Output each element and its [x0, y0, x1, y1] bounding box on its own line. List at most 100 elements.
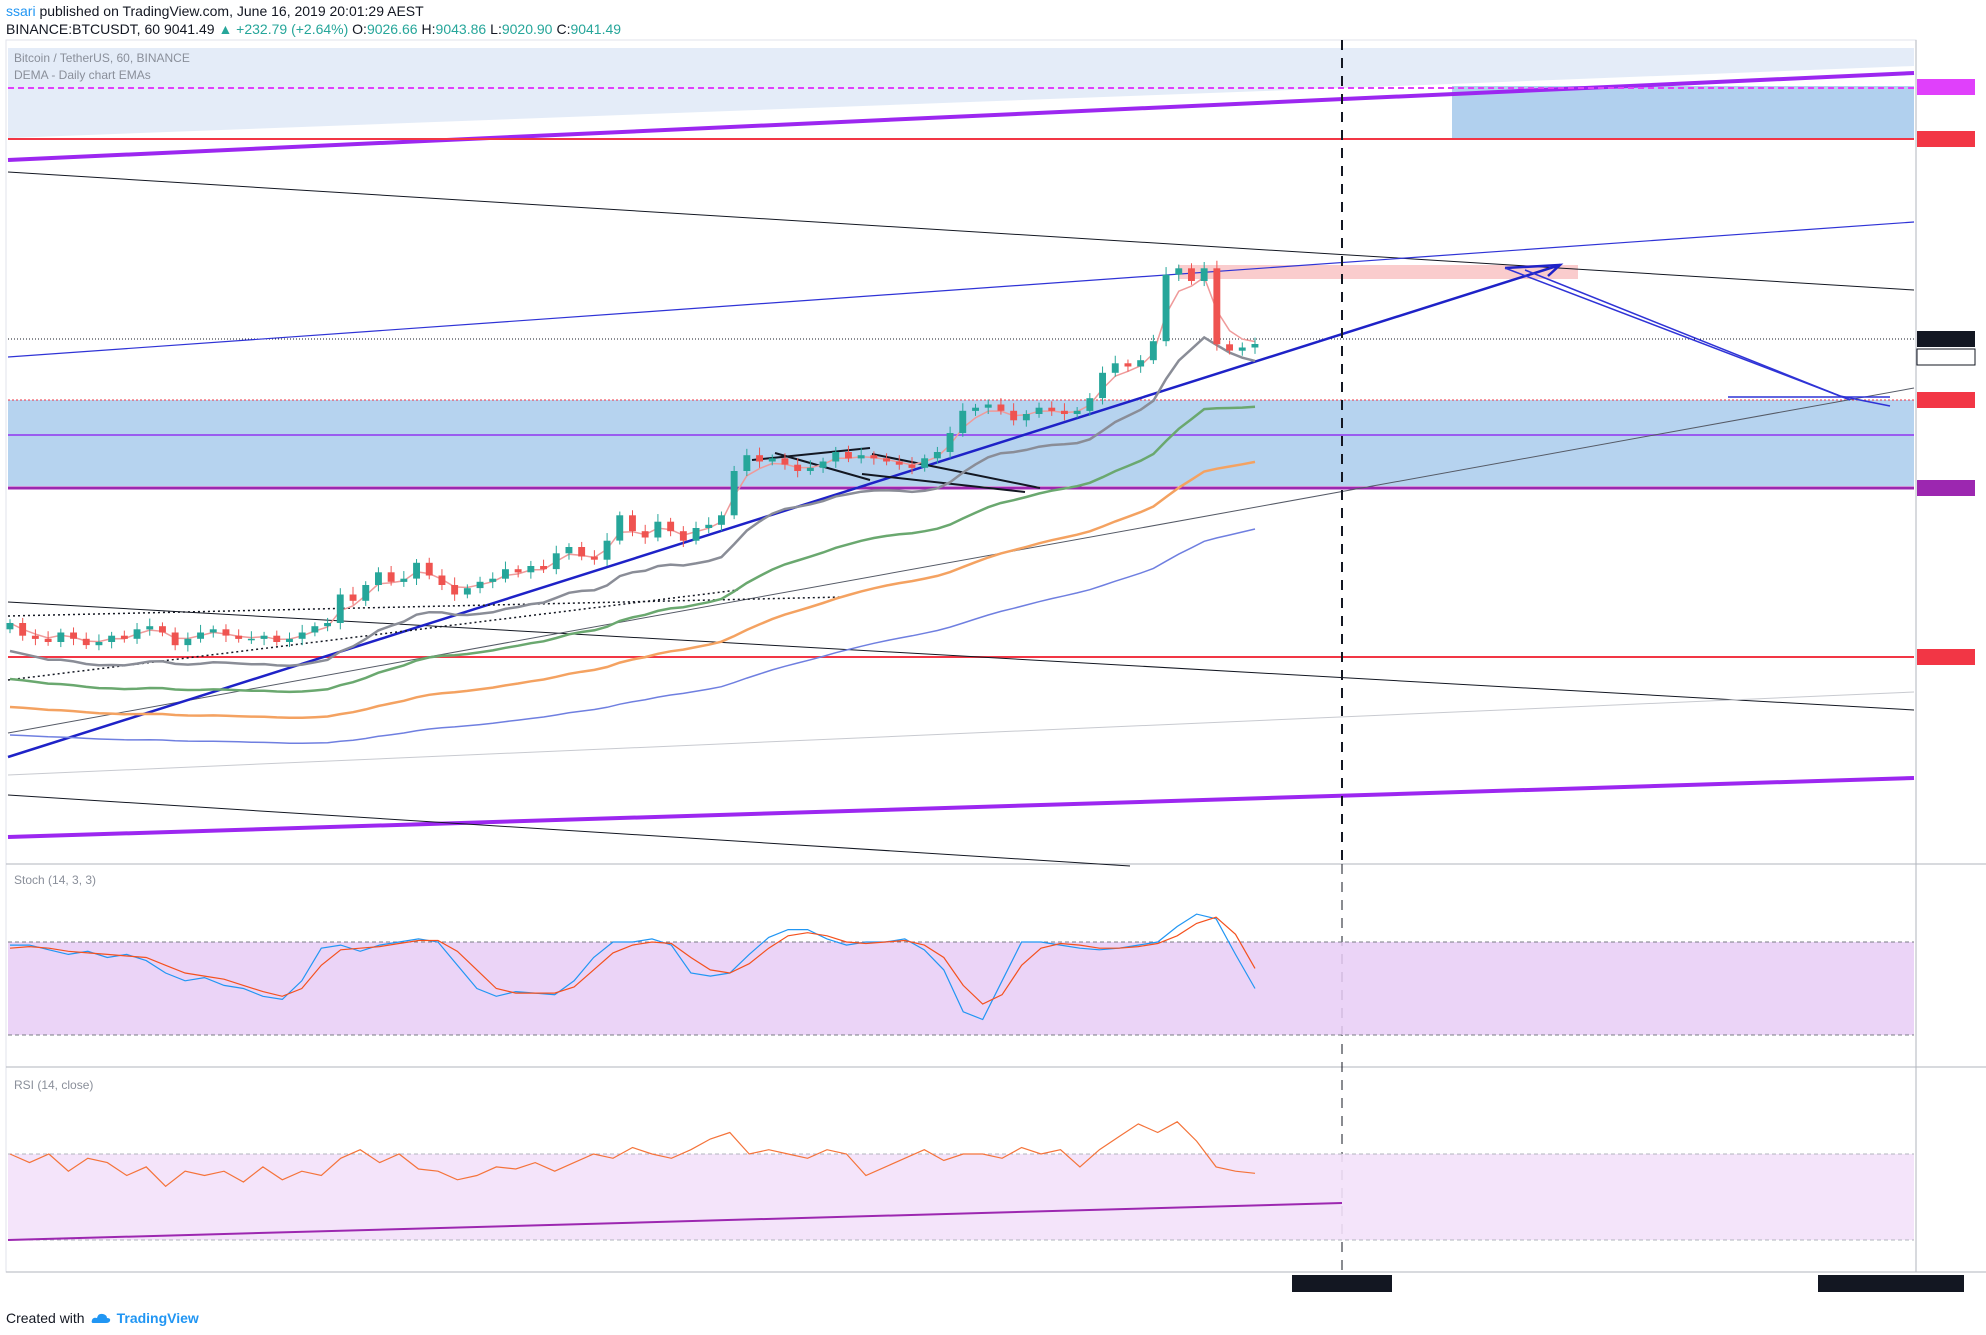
created-with-label: Created with	[6, 1310, 85, 1326]
candle-body	[57, 632, 65, 642]
candle-body	[527, 566, 535, 573]
stoch-lines	[9, 913, 1256, 1021]
price-tag	[1917, 331, 1975, 347]
price-tag-bg	[1917, 79, 1975, 95]
symbol-info-line: BINANCE:BTCUSDT, 60 9041.49 ▲ +232.79 (+…	[6, 21, 625, 37]
candle-body	[1213, 268, 1221, 345]
candle-body	[883, 458, 890, 462]
time-axis-highlights	[1292, 1275, 1964, 1292]
candle-body	[298, 632, 306, 639]
ema-lines	[9, 276, 1256, 744]
candle-body	[95, 642, 103, 646]
stoch-k-line	[10, 913, 1256, 1021]
price-tag	[1917, 480, 1975, 496]
rising-trend-line	[7, 387, 1915, 734]
ema-30-line	[9, 460, 1256, 719]
pennant-bottom-1	[751, 447, 871, 461]
long-downtrend-line	[7, 171, 1915, 291]
candle-body	[1073, 410, 1081, 414]
candle-body	[997, 404, 1005, 411]
candle-body	[756, 455, 763, 462]
price-change: ▲ +232.79 (+2.64%)	[218, 21, 349, 37]
high-value: 9043.86	[435, 21, 487, 37]
dotted-triangle-top	[7, 596, 844, 617]
candle-body	[895, 461, 903, 465]
candle-body	[476, 581, 484, 589]
rsi-legend: RSI (14, close)	[14, 1078, 93, 1092]
candle-body	[502, 569, 509, 579]
projection-path-down-2	[1524, 269, 1851, 401]
candle-body	[565, 547, 573, 554]
candle-body	[6, 623, 14, 630]
candle-body	[273, 635, 281, 642]
price-tags	[1916, 79, 1976, 665]
candle-body	[336, 594, 344, 623]
main-legend-indicator: DEMA - Daily chart EMAs	[14, 68, 151, 82]
candle-body	[1137, 360, 1145, 367]
open-label: O:	[352, 21, 367, 37]
price-tag-bg	[1917, 131, 1975, 147]
candle-body	[1124, 363, 1132, 367]
candle-body	[1061, 410, 1068, 414]
projection-path-down	[1504, 267, 1891, 407]
price-tag-bg	[1917, 649, 1975, 665]
pennant-top-2	[871, 453, 1041, 489]
candle-body	[908, 464, 916, 468]
resistance-box	[1452, 86, 1914, 140]
candle-body	[1035, 407, 1043, 414]
candle-body	[184, 638, 192, 646]
candle-body	[425, 562, 433, 576]
candle-body	[540, 566, 547, 570]
candle-body	[400, 578, 408, 582]
candle-body	[616, 515, 624, 541]
low-value: 9020.90	[501, 21, 553, 37]
candle-body	[260, 635, 268, 639]
candle-body	[603, 540, 611, 560]
candle-body	[1226, 344, 1233, 351]
open-value: 9026.66	[366, 21, 418, 37]
time-highlight-bg	[1292, 1275, 1392, 1292]
candle-body	[1188, 268, 1195, 281]
price-tag-bg	[1917, 331, 1975, 347]
publisher-username[interactable]: ssari	[6, 3, 36, 19]
projection-arrow-head	[1504, 263, 1564, 277]
candle-body	[463, 588, 471, 595]
close-label: C:	[556, 21, 571, 37]
candle-body	[629, 515, 636, 532]
main-pane-drawings	[7, 40, 1915, 1272]
candle-body	[31, 635, 39, 639]
publish-text: published on TradingView.com, June 16, 2…	[35, 3, 424, 19]
close-value: 9041.49	[570, 21, 622, 37]
candle-body	[44, 638, 52, 642]
candle-body	[845, 452, 852, 459]
candle-body	[933, 452, 941, 459]
candle-body	[705, 524, 713, 528]
candle-body	[349, 594, 357, 601]
candle-body	[222, 629, 230, 636]
candle-body	[1175, 268, 1183, 275]
ema-8-line	[9, 335, 1256, 667]
candle-body	[286, 638, 293, 642]
candle-body	[984, 404, 992, 408]
candle-body	[146, 626, 154, 630]
candle-body	[413, 562, 420, 579]
candle-body	[959, 410, 967, 433]
upper-blue-trend-line	[7, 221, 1915, 358]
price-tag	[1917, 649, 1975, 665]
candle-body	[197, 632, 204, 639]
candle-body	[921, 458, 929, 468]
price-tag	[1917, 392, 1975, 408]
rsi-line	[9, 1121, 1256, 1188]
candlestick-series	[6, 260, 1259, 652]
tradingview-brand[interactable]: TradingView	[116, 1310, 199, 1326]
candle-body	[1086, 398, 1094, 411]
candle-body	[209, 629, 217, 633]
lower-channel-line	[7, 776, 1915, 839]
candle-body	[451, 585, 459, 595]
candle-body	[590, 556, 598, 560]
last-price: 9041.49	[163, 21, 215, 37]
candle-body	[133, 629, 141, 639]
candle-body	[972, 407, 979, 411]
upper-channel-line	[7, 71, 1915, 162]
